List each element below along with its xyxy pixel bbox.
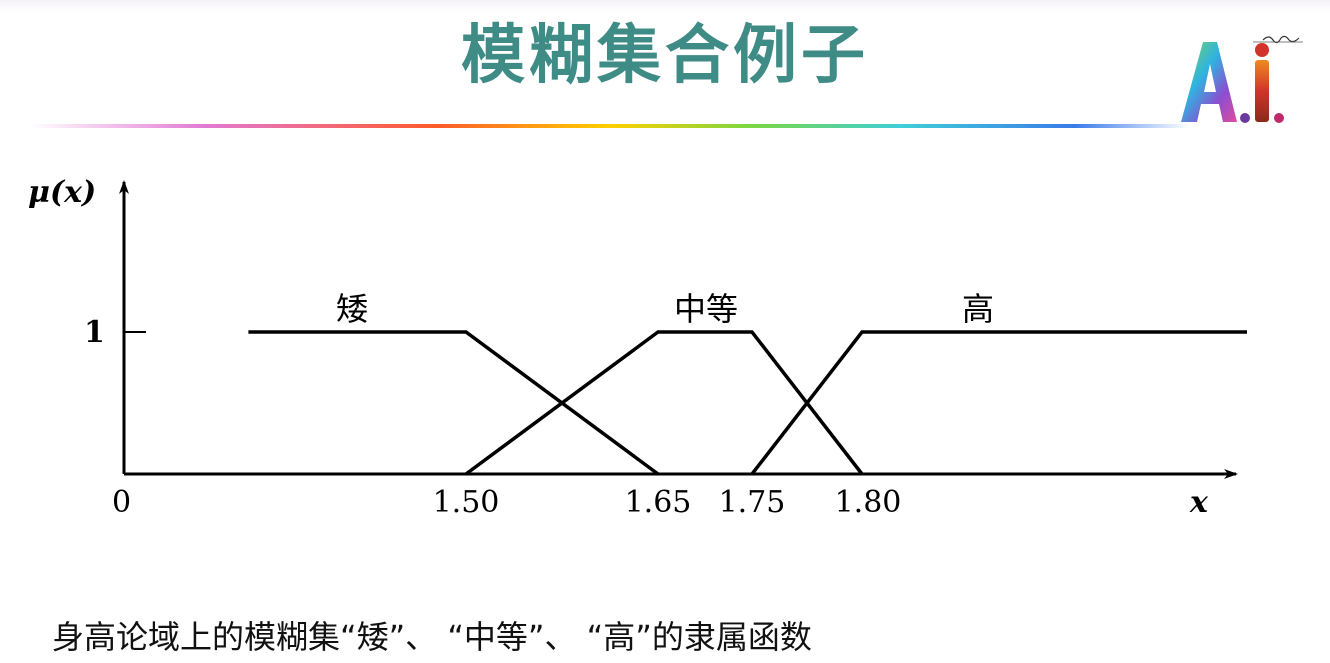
series-line-1 bbox=[464, 330, 864, 476]
series-label-1: 中等 bbox=[674, 290, 738, 328]
x-tick-label-2: 1.75 bbox=[719, 485, 786, 520]
slide-top-band bbox=[0, 0, 1330, 12]
logo-letter-a bbox=[1181, 42, 1237, 122]
series-line-0 bbox=[248, 330, 660, 476]
series-label-2: 高 bbox=[962, 290, 994, 328]
ai-logo bbox=[1181, 35, 1303, 123]
title-divider bbox=[30, 124, 1190, 128]
y-ticks: 1 bbox=[84, 315, 146, 350]
slide-caption: 身高论域上的模糊集“矮”、 “中等”、 “高”的隶属函数 bbox=[52, 618, 812, 656]
logo-letter-i bbox=[1255, 60, 1269, 122]
series-label-0: 矮 bbox=[336, 290, 368, 328]
series-layer: 矮 中等 高 bbox=[248, 290, 1247, 476]
logo-signature bbox=[1262, 35, 1300, 44]
x-tick-label-3: 1.80 bbox=[835, 485, 902, 520]
y-tick-label-0: 1 bbox=[84, 315, 105, 350]
origin-label: 0 bbox=[112, 485, 131, 520]
series-line-2 bbox=[750, 330, 1247, 476]
x-tick-label-0: 1.50 bbox=[433, 485, 500, 520]
slide-title: 模糊集合例子 bbox=[461, 19, 869, 93]
membership-chart: μ(x) x 0 1.50 1.65 1.75 1.80 1 矮 中等 高 bbox=[28, 175, 1247, 520]
x-tick-label-1: 1.65 bbox=[625, 485, 692, 520]
x-tick-labels: 1.50 1.65 1.75 1.80 bbox=[433, 485, 902, 520]
y-axis-label: μ(x) bbox=[28, 175, 96, 210]
x-axis-label: x bbox=[1189, 485, 1209, 520]
